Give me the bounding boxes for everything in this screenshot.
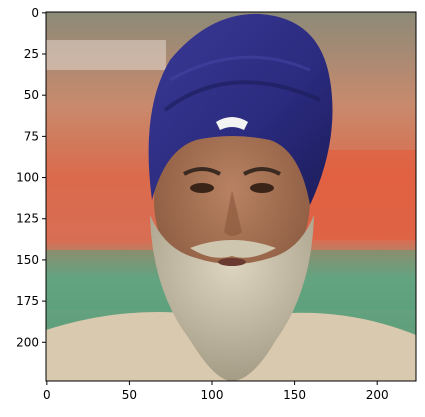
nose bbox=[224, 190, 242, 236]
y-tick-label: 175 bbox=[16, 294, 39, 308]
turban-white-cloth bbox=[216, 117, 248, 130]
mustache bbox=[190, 240, 276, 258]
y-tick-label: 75 bbox=[24, 129, 39, 143]
right-eye bbox=[250, 183, 274, 193]
x-tick-label: 150 bbox=[283, 388, 306, 402]
y-tick-label: 0 bbox=[31, 6, 39, 20]
x-tick-label: 100 bbox=[201, 388, 224, 402]
turban-fold-1 bbox=[163, 80, 321, 112]
x-tick-label: 50 bbox=[122, 388, 137, 402]
x-axis: 0 50 100 150 200 bbox=[43, 381, 389, 402]
left-eyebrow bbox=[183, 167, 221, 176]
y-tick-label: 25 bbox=[24, 47, 39, 61]
turban-fold-2 bbox=[169, 55, 311, 82]
left-eye bbox=[190, 183, 214, 193]
x-tick-label: 200 bbox=[366, 388, 389, 402]
photo bbox=[46, 12, 416, 381]
y-tick-label: 150 bbox=[16, 253, 39, 267]
y-tick-label: 125 bbox=[16, 212, 39, 226]
beard bbox=[150, 215, 314, 381]
y-tick-label: 100 bbox=[16, 171, 39, 185]
right-eyebrow bbox=[243, 167, 281, 176]
y-tick-label: 50 bbox=[24, 88, 39, 102]
axes-frame bbox=[45, 11, 417, 382]
background-banner-white bbox=[46, 40, 166, 70]
mouth bbox=[218, 258, 246, 266]
y-axis: 0 25 50 75 100 125 150 175 200 bbox=[16, 6, 46, 349]
y-tick-label: 200 bbox=[16, 335, 39, 349]
x-tick-label: 0 bbox=[43, 388, 51, 402]
